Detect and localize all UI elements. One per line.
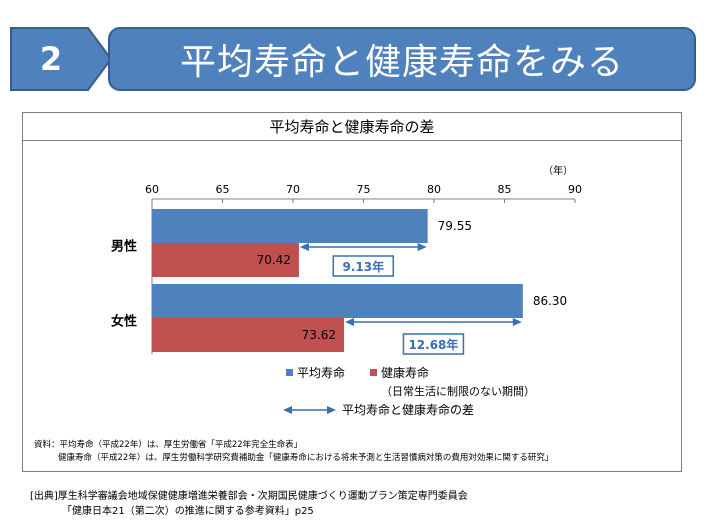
legend-arrow-head-left	[283, 406, 292, 414]
x-tick-label: 85	[498, 183, 512, 196]
source-line-2: 「健康日本21（第二次）の推進に関する参考資料」p25	[62, 506, 314, 517]
legend-label-average: 平均寿命	[297, 365, 345, 380]
bar-average	[152, 284, 523, 318]
x-tick-label: 70	[286, 183, 300, 196]
difference-arrow-head-left	[299, 243, 309, 251]
bar-healthy-label: 73.62	[302, 328, 336, 342]
bar-healthy	[152, 318, 345, 352]
difference-label-box	[332, 255, 395, 277]
x-tick-label: 65	[216, 183, 230, 196]
difference-label-box	[402, 333, 465, 355]
legend-swatch-healthy	[370, 369, 377, 376]
bar-average	[152, 209, 428, 243]
source-line-1: [出典]厚生科学審議会地域保健健康増進栄養部会・次期国民健康づくり運動プラン策定…	[30, 491, 468, 502]
x-tick-label: 75	[357, 183, 371, 196]
category-label: 女性	[111, 314, 137, 330]
chart-title: 平均寿命と健康寿命の差	[23, 113, 681, 141]
section-number-chevron	[10, 27, 112, 91]
unit-label: （年）	[543, 164, 573, 177]
legend-label-difference: 平均寿命と健康寿命の差	[342, 402, 474, 417]
difference-label: 12.68年	[408, 337, 458, 352]
bar-average-label: 79.55	[438, 219, 472, 233]
section-number: 2	[39, 40, 63, 78]
note-line-1: 資料：平均寿命（平成22年）は、厚生労働省「平成22年完全生命表」	[34, 440, 303, 450]
x-tick-label: 90	[568, 183, 582, 196]
x-tick-label: 80	[427, 183, 441, 196]
bar-healthy-label: 70.42	[257, 253, 291, 267]
difference-arrow-head-left	[345, 318, 355, 326]
x-tick-label: 60	[145, 183, 159, 196]
legend-label-healthy: 健康寿命	[381, 365, 429, 380]
bar-average-label: 86.30	[533, 294, 567, 308]
legend-swatch-average	[286, 369, 293, 376]
difference-arrow-head-right	[417, 243, 427, 251]
note-line-2: 健康寿命（平成22年）は、厚生労働科学研究費補助金「健康寿命における将来予測と生…	[58, 453, 554, 463]
page-title: 平均寿命と健康寿命をみる	[108, 27, 696, 91]
difference-label: 9.13年	[342, 259, 384, 274]
difference-arrow-head-right	[512, 318, 522, 326]
category-label: 男性	[111, 239, 137, 255]
legend-healthy-note: （日常生活に制限のない期間）	[381, 384, 535, 398]
legend-arrow-head-right	[327, 406, 336, 414]
bar-healthy	[152, 243, 299, 277]
